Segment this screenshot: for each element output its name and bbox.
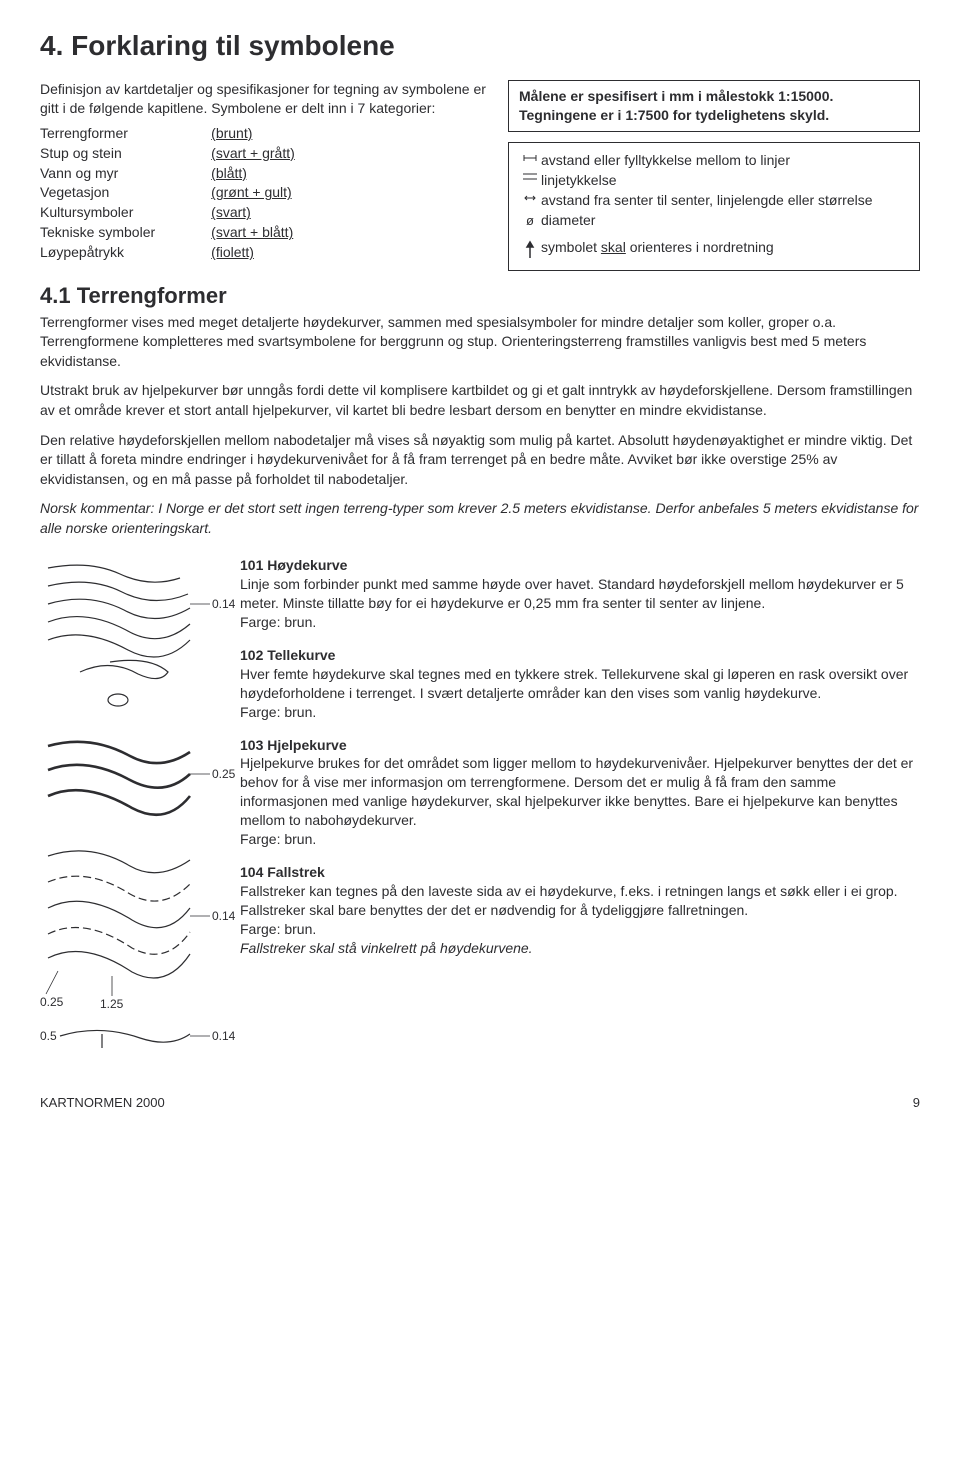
page-title: 4. Forklaring til symbolene xyxy=(40,30,920,62)
entry-title: 102 Tellekurve xyxy=(240,646,920,665)
entry-body: Linje som forbinder punkt med samme høyd… xyxy=(240,575,920,613)
cat-name: Løypepåtrykk xyxy=(40,243,211,263)
entry-body: Hver femte høydekurve skal tegnes med en… xyxy=(240,665,920,703)
legend-symbol-distance xyxy=(519,151,541,163)
page-number: 9 xyxy=(913,1095,920,1110)
cat-name: Stup og stein xyxy=(40,144,211,164)
svg-text:0.25: 0.25 xyxy=(40,995,64,1009)
entry-color: Farge: brun. xyxy=(240,613,920,632)
paragraph: Den relative høydeforskjellen mellom nab… xyxy=(40,431,920,490)
cat-color: (grønt + gult) xyxy=(211,183,321,203)
cat-color: (brunt) xyxy=(211,124,321,144)
legend-text: symbolet skal orienteres i nordretning xyxy=(541,238,909,256)
footer-left: KARTNORMEN 2000 xyxy=(40,1095,165,1110)
cat-name: Terrengformer xyxy=(40,124,211,144)
entry-color: Farge: brun. xyxy=(240,830,920,849)
scale-info-box: Målene er spesifisert i mm i målestokk 1… xyxy=(508,80,920,132)
entry-title: 101 Høydekurve xyxy=(240,556,920,575)
entry-title: 104 Fallstrek xyxy=(240,863,920,882)
legend-text: linjetykkelse xyxy=(541,171,909,189)
entry-note: Fallstreker skal stå vinkelrett på høyde… xyxy=(240,939,920,958)
legend-text: avstand eller fylltykkelse mellom to lin… xyxy=(541,151,909,169)
cat-color: (fiolett) xyxy=(211,243,321,263)
paragraph: Utstrakt bruk av hjelpekurver bør unngås… xyxy=(40,381,920,420)
entry-title: 103 Hjelpekurve xyxy=(240,736,920,755)
entry-body: Hjelpekurve brukes for det området som l… xyxy=(240,754,920,830)
symbol-entry-104: 104 Fallstrek Fallstreker kan tegnes på … xyxy=(240,863,920,957)
cat-color: (svart) xyxy=(211,203,321,223)
svg-text:0.14: 0.14 xyxy=(212,909,236,923)
svg-text:0.14: 0.14 xyxy=(212,597,236,611)
entry-color: Farge: brun. xyxy=(240,703,920,722)
cat-name: Vegetasjon xyxy=(40,183,211,203)
paragraph: Terrengformer vises med meget detaljerte… xyxy=(40,313,920,372)
legend-symbol-diameter: ø xyxy=(519,211,541,228)
svg-text:0.14: 0.14 xyxy=(212,1029,236,1043)
legend-text: avstand fra senter til senter, linjeleng… xyxy=(541,191,909,209)
svg-text:0.5: 0.5 xyxy=(40,1029,57,1043)
cat-name: Kultursymboler xyxy=(40,203,211,223)
cat-color: (blått) xyxy=(211,164,321,184)
cat-name: Vann og myr xyxy=(40,164,211,184)
cat-name: Tekniske symboler xyxy=(40,223,211,243)
cat-color: (svart + blått) xyxy=(211,223,321,243)
svg-text:1.25: 1.25 xyxy=(100,997,124,1011)
contour-diagram: 0.14 0.25 0.14 0.25 1.25 xyxy=(40,556,240,1069)
svg-text:0.25: 0.25 xyxy=(212,767,236,781)
symbol-entry-101: 101 Høydekurve Linje som forbinder punkt… xyxy=(240,556,920,632)
entry-color: Farge: brun. xyxy=(240,920,920,939)
legend-box: avstand eller fylltykkelse mellom to lin… xyxy=(508,142,920,271)
legend-symbol-thickness xyxy=(519,171,541,181)
intro-paragraph: Definisjon av kartdetaljer og spesifikas… xyxy=(40,80,488,118)
legend-symbol-center xyxy=(519,191,541,203)
symbol-entry-102: 102 Tellekurve Hver femte høydekurve ska… xyxy=(240,646,920,722)
north-arrow-icon xyxy=(519,238,541,260)
section-heading: 4.1 Terrengformer xyxy=(40,283,920,309)
legend-text: diameter xyxy=(541,211,909,229)
cat-color: (svart + grått) xyxy=(211,144,321,164)
entry-body: Fallstreker kan tegnes på den laveste si… xyxy=(240,882,920,920)
categories-table: Terrengformer(brunt) Stup og stein(svart… xyxy=(40,124,321,263)
paragraph-italic: Norsk kommentar: I Norge er det stort se… xyxy=(40,499,920,538)
symbol-entry-103: 103 Hjelpekurve Hjelpekurve brukes for d… xyxy=(240,736,920,849)
